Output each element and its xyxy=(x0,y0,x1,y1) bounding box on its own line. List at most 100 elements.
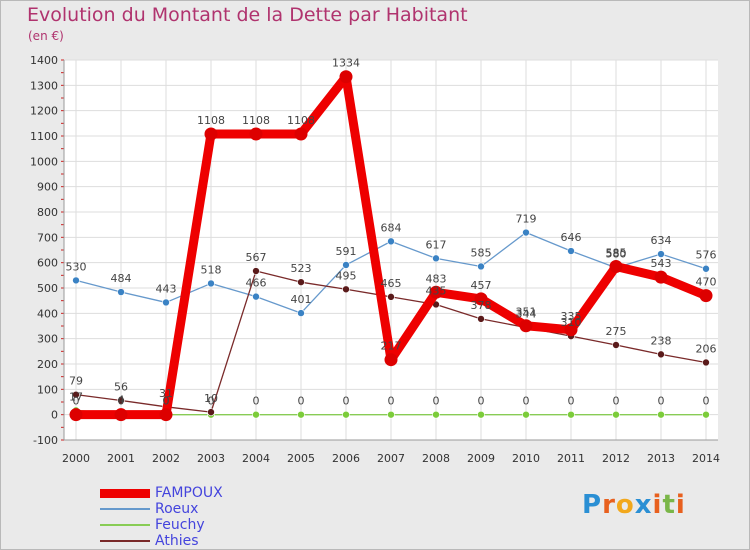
data-label-feuchy: 4 xyxy=(118,394,125,407)
data-point-athies xyxy=(612,341,620,349)
legend-label: Roeux xyxy=(155,501,199,517)
data-label-feuchy: 0 xyxy=(163,395,170,408)
legend-item-athies: Athies xyxy=(100,533,300,549)
y-tick-label: 1000 xyxy=(30,155,58,168)
logo-letter: i xyxy=(652,490,663,520)
data-point-athies xyxy=(252,267,260,275)
y-tick-label: 700 xyxy=(37,231,58,244)
data-label-roeux: 518 xyxy=(201,263,222,276)
data-point-feuchy xyxy=(657,410,665,419)
data-label-fampoux: 0 xyxy=(118,395,125,408)
data-label-roeux: 576 xyxy=(696,249,717,262)
data-point-roeux xyxy=(297,309,305,317)
data-label-roeux: 580 xyxy=(606,248,627,261)
x-tick-label: 2001 xyxy=(107,452,135,465)
data-point-roeux xyxy=(162,298,170,307)
data-point-fampoux xyxy=(294,127,308,141)
data-point-fampoux xyxy=(114,408,128,422)
x-tick-label: 2009 xyxy=(467,452,495,465)
data-label-fampoux: 351 xyxy=(516,306,537,319)
data-label-feuchy: 0 xyxy=(433,395,440,408)
y-tick-label: 100 xyxy=(37,383,58,396)
data-label-feuchy: 0 xyxy=(658,395,665,408)
data-point-roeux xyxy=(477,262,485,271)
y-tick-label: 600 xyxy=(37,257,58,270)
data-point-fampoux xyxy=(69,408,83,422)
data-point-athies xyxy=(207,408,215,416)
data-label-roeux: 466 xyxy=(246,277,267,290)
y-tick-label: -100 xyxy=(33,434,58,447)
x-tick-label: 2007 xyxy=(377,452,405,465)
data-label-feuchy: 0 xyxy=(523,395,530,408)
data-label-fampoux: 1108 xyxy=(242,114,270,127)
y-tick-label: 800 xyxy=(37,206,58,219)
data-label-athies: 523 xyxy=(291,262,312,275)
data-point-athies xyxy=(657,350,665,359)
x-tick-label: 2000 xyxy=(62,452,90,465)
data-label-feuchy: 0 xyxy=(568,395,575,408)
logo-letter: P xyxy=(582,490,603,520)
data-point-roeux xyxy=(657,250,665,258)
data-label-fampoux: 335 xyxy=(561,310,582,323)
data-point-athies xyxy=(342,285,350,294)
data-label-athies: 567 xyxy=(246,251,267,264)
data-label-feuchy: 0 xyxy=(208,395,215,408)
data-label-fampoux: 217 xyxy=(381,340,402,353)
data-point-fampoux xyxy=(384,353,398,367)
data-label-roeux: 684 xyxy=(381,221,402,234)
data-label-athies: 56 xyxy=(114,380,128,393)
data-label-athies: 10 xyxy=(204,392,218,405)
data-point-fampoux xyxy=(159,408,173,422)
data-label-fampoux: 0 xyxy=(73,395,80,408)
logo-letter: r xyxy=(602,490,616,520)
chart-subtitle: (en €) xyxy=(28,29,64,43)
data-label-roeux: 719 xyxy=(516,213,537,226)
y-tick-label: 900 xyxy=(37,181,58,194)
x-tick-label: 2002 xyxy=(152,452,180,465)
data-label-fampoux: 457 xyxy=(471,279,492,292)
data-label-feuchy: 0 xyxy=(703,395,710,408)
x-tick-label: 2005 xyxy=(287,452,315,465)
data-label-roeux: 443 xyxy=(156,282,177,295)
data-label-feuchy: 0 xyxy=(388,395,395,408)
data-point-fampoux xyxy=(249,127,263,141)
chart-title: Evolution du Montant de la Dette par Hab… xyxy=(27,4,468,26)
data-point-fampoux xyxy=(339,70,353,84)
data-label-fampoux: 1108 xyxy=(287,114,315,127)
data-point-feuchy xyxy=(297,410,305,419)
legend-item-feuchy: Feuchy xyxy=(100,517,300,533)
data-point-roeux xyxy=(567,247,575,255)
data-point-feuchy xyxy=(612,410,620,419)
legend-item-roeux: Roeux xyxy=(100,501,300,517)
data-label-athies: 238 xyxy=(651,334,672,347)
data-label-feuchy: 0 xyxy=(613,395,620,408)
y-tick-label: 400 xyxy=(37,307,58,320)
legend-label: Feuchy xyxy=(155,517,205,533)
data-label-roeux: 484 xyxy=(111,272,132,285)
x-tick-label: 2014 xyxy=(692,452,720,465)
x-tick-label: 2010 xyxy=(512,452,540,465)
legend-item-fampoux: FAMPOUX xyxy=(100,485,300,501)
data-point-fampoux xyxy=(609,259,623,273)
data-point-feuchy xyxy=(567,410,575,419)
data-point-roeux xyxy=(342,261,350,269)
y-tick-label: 1300 xyxy=(30,79,58,92)
x-tick-label: 2013 xyxy=(647,452,675,465)
data-point-feuchy xyxy=(432,410,440,419)
data-label-roeux: 530 xyxy=(66,260,87,273)
data-point-fampoux xyxy=(204,127,218,141)
y-tick-label: 1200 xyxy=(30,105,58,118)
data-label-fampoux: 483 xyxy=(426,272,447,285)
logo-letter: i xyxy=(675,490,686,520)
data-point-roeux xyxy=(72,276,80,285)
y-tick-label: 500 xyxy=(37,282,58,295)
data-label-feuchy: 0 xyxy=(478,395,485,408)
legend-swatch xyxy=(100,540,150,542)
data-point-fampoux xyxy=(474,292,488,306)
data-label-athies: 495 xyxy=(336,269,357,282)
data-label-feuchy: 0 xyxy=(343,395,350,408)
x-tick-label: 2006 xyxy=(332,452,360,465)
data-point-roeux xyxy=(207,279,215,288)
data-label-feuchy: 0 xyxy=(253,395,260,408)
data-point-fampoux xyxy=(429,285,443,299)
